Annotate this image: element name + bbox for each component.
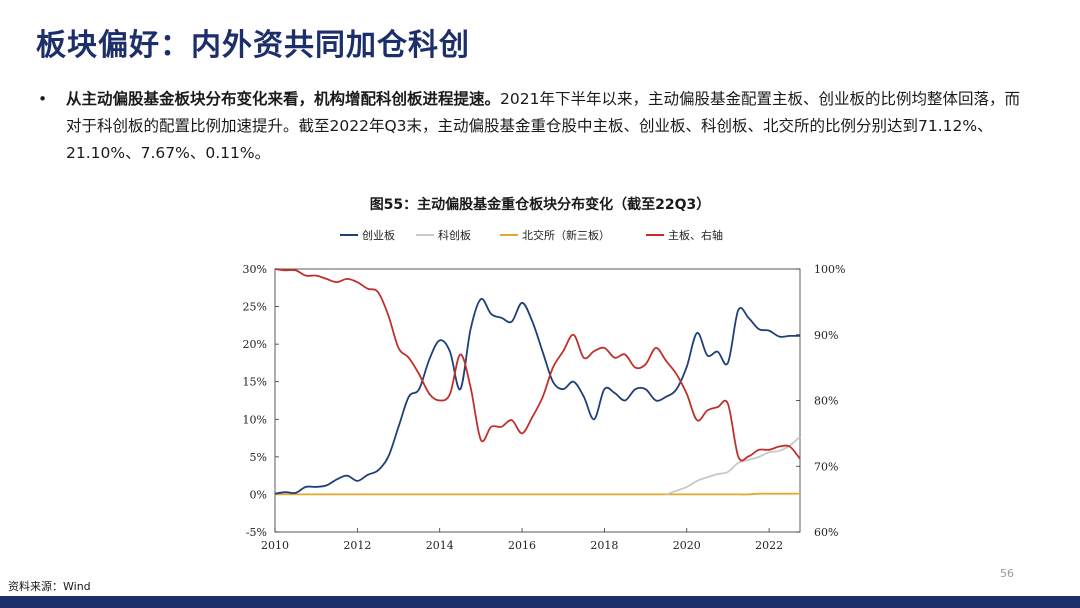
y-left-tick-label: 25%	[243, 301, 267, 314]
y-right-tick-label: 60%	[814, 526, 838, 539]
bullet-dot: •	[38, 90, 48, 108]
y-left-tick-label: 10%	[243, 413, 267, 426]
series-line-3	[274, 268, 801, 462]
y-right-tick-label: 70%	[814, 460, 838, 473]
legend-label: 科创板	[438, 228, 471, 242]
summary-bullet: • 从主动偏股基金板块分布变化来看，机构增配科创板进程提速。2021年下半年以来…	[38, 86, 1026, 167]
x-tick-label: 2012	[343, 539, 371, 552]
x-tick-label: 2022	[755, 539, 783, 552]
y-left-tick-label: 5%	[250, 451, 267, 464]
x-tick-label: 2018	[590, 539, 618, 552]
series-line-2	[274, 492, 801, 496]
y-right-tick-label: 90%	[814, 329, 838, 342]
source-note: 资料来源：Wind	[8, 580, 91, 593]
plot-frame	[274, 268, 801, 533]
y-left-tick-label: -5%	[246, 526, 267, 539]
page-number: 56	[1000, 567, 1014, 580]
legend-label: 创业板	[362, 228, 395, 242]
summary-text: 2021年下半年以来，主动偏股基金配置主板、创业板的比例均整体回落，而对于科创板…	[66, 90, 1020, 162]
x-tick-label: 2010	[261, 539, 289, 552]
series-line-0	[274, 297, 801, 495]
y-left-tick-label: 15%	[243, 376, 267, 389]
legend-label: 主板、右轴	[668, 228, 723, 242]
x-tick-label: 2014	[426, 539, 454, 552]
series-line-1	[665, 436, 801, 496]
y-left-tick-label: 30%	[243, 263, 267, 276]
x-tick-label: 2020	[673, 539, 701, 552]
legend-label: 北交所（新三板）	[522, 228, 610, 242]
x-tick-label: 2016	[508, 539, 536, 552]
y-right-tick-label: 80%	[814, 395, 838, 408]
page-title: 板块偏好：内外资共同加仓科创	[36, 28, 470, 63]
footer-bar	[0, 596, 1080, 608]
y-left-tick-label: 0%	[250, 488, 267, 501]
line-chart: -5% 0% 5% 10% 15% 20% 25% 30% 60% 70% 80% 90% 100% 20…	[243, 228, 846, 552]
summary-bold-text: 从主动偏股基金板块分布变化来看，机构增配科创板进程提速。	[66, 90, 501, 108]
y-right-tick-label: 100%	[814, 263, 845, 276]
figure-title: 图55：主动偏股基金重仓板块分布变化（截至22Q3）	[369, 197, 711, 213]
y-left-tick-label: 20%	[243, 338, 267, 351]
